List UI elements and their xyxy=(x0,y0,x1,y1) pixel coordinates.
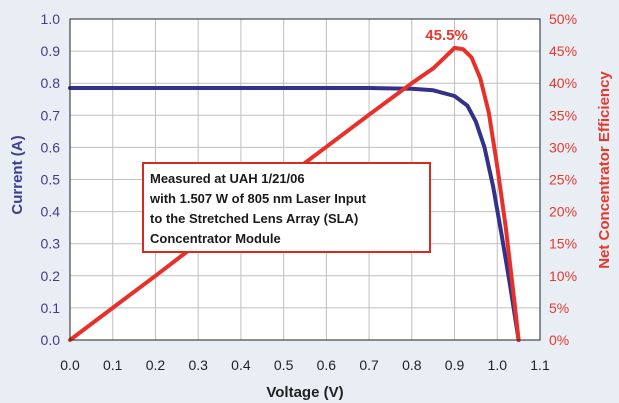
note-line-1: Measured at UAH 1/21/06 xyxy=(150,171,305,186)
y-tick-label: 0.3 xyxy=(41,236,61,252)
x-tick-label: 0.4 xyxy=(231,357,251,373)
peak-efficiency-label: 45.5% xyxy=(425,27,468,44)
y2-tick-label: 50% xyxy=(549,11,577,27)
x-tick-label: 0.3 xyxy=(188,357,208,373)
y-axis-title: Current (A) xyxy=(9,135,26,214)
y-tick-label: 0.6 xyxy=(41,139,61,155)
y-tick-label: 0.4 xyxy=(41,204,61,220)
note-box xyxy=(142,162,431,253)
y2-tick-label: 20% xyxy=(549,204,577,220)
y2-tick-label: 5% xyxy=(549,300,569,316)
x-tick-label: 0.2 xyxy=(146,357,166,373)
note-line-4: Concentrator Module xyxy=(150,231,281,246)
y-tick-label: 0.1 xyxy=(41,300,61,316)
x-axis-title: Voltage (V) xyxy=(266,384,343,401)
x-tick-label: 0.5 xyxy=(274,357,294,373)
note-line-2: with 1.507 W of 805 nm Laser Input xyxy=(149,191,367,206)
y-tick-label: 0.9 xyxy=(41,43,61,59)
y2-tick-label: 40% xyxy=(549,75,577,91)
x-tick-label: 0.7 xyxy=(359,357,379,373)
x-tick-label: 1.0 xyxy=(488,357,508,373)
y2-tick-label: 0% xyxy=(549,332,569,348)
y2-tick-label: 45% xyxy=(549,43,577,59)
x-tick-label: 0.8 xyxy=(402,357,422,373)
plot-border xyxy=(69,18,541,341)
y2-axis-title: Net Concentrator Efficiency xyxy=(596,71,613,269)
x-tick-label: 0.0 xyxy=(60,357,80,373)
y-tick-label: 0.2 xyxy=(41,268,61,284)
y2-tick-label: 10% xyxy=(549,268,577,284)
y-tick-label: 1.0 xyxy=(41,11,61,27)
current-curve xyxy=(68,86,521,342)
y2-tick-label: 35% xyxy=(549,107,577,123)
y2-tick-label: 30% xyxy=(549,139,577,155)
y-tick-label: 0.0 xyxy=(41,332,61,348)
y-tick-label: 0.7 xyxy=(41,107,61,123)
x-tick-label: 1.1 xyxy=(530,357,550,373)
measurement-note: Measured at UAH 1/21/06 with 1.507 W of … xyxy=(142,162,431,253)
note-line-3: to the Stretched Lens Array (SLA) xyxy=(150,211,358,226)
tick-labels: 0.0 0.1 0.2 0.3 0.4 0.5 0.6 0.7 0.8 0.9 1.0 1.1 0.0 0… xyxy=(41,11,578,373)
x-tick-label: 0.1 xyxy=(103,357,123,373)
x-tick-label: 0.9 xyxy=(445,357,465,373)
y2-tick-label: 25% xyxy=(549,172,577,188)
y-tick-label: 0.5 xyxy=(41,172,61,188)
y-tick-label: 0.8 xyxy=(41,75,61,91)
x-tick-label: 0.6 xyxy=(317,357,337,373)
y2-tick-label: 15% xyxy=(549,236,577,252)
